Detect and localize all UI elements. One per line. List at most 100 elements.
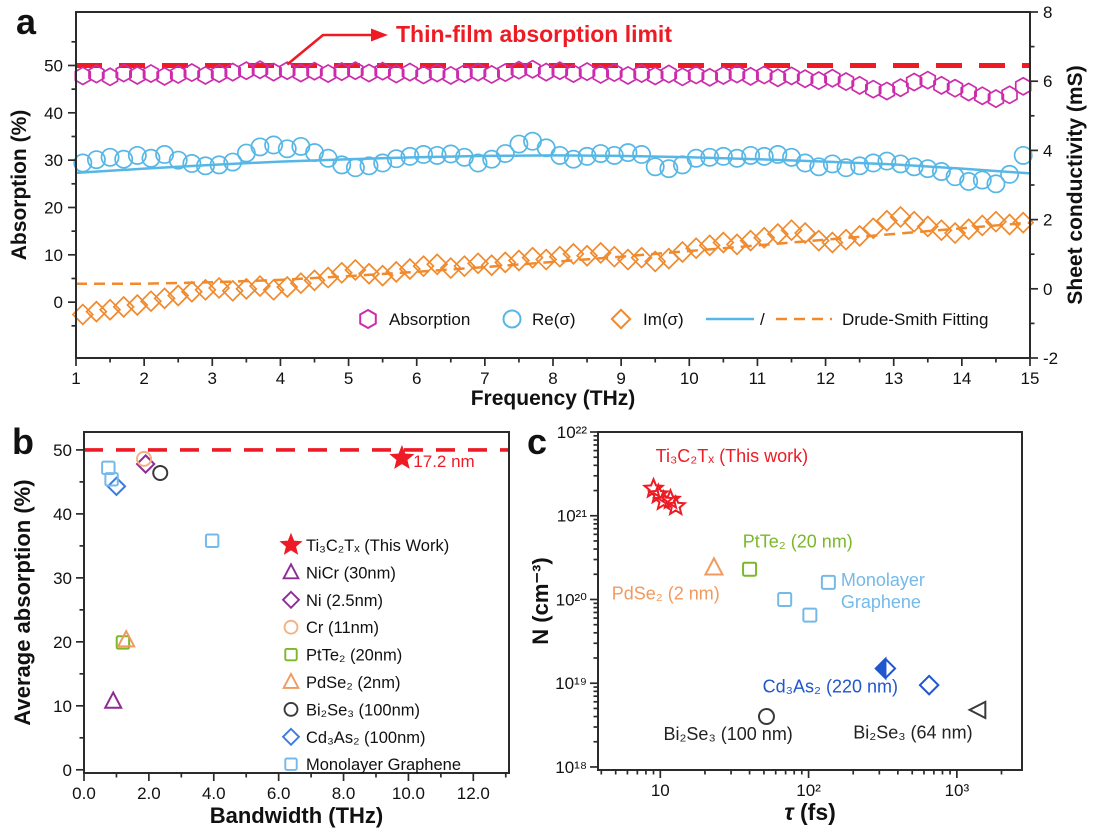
y-left-tick-label: 10: [44, 246, 63, 265]
circle-marker: [727, 148, 747, 168]
circle-marker: [809, 157, 829, 177]
chart-path: [442, 65, 460, 86]
chart-path: [106, 476, 127, 497]
series-Im: [71, 205, 1035, 326]
chart-path: [412, 255, 435, 278]
x-tick-label: 12.0: [457, 784, 490, 803]
chart-path: [1014, 76, 1032, 96]
y-tick-label: 50: [53, 441, 72, 460]
chart-path: [303, 269, 326, 292]
circle-marker: [359, 156, 379, 176]
circle-marker: [563, 149, 583, 169]
x-tick-label: 8: [548, 369, 557, 388]
legend-label-drude-smith: Drude-Smith Fitting: [842, 310, 988, 329]
circle-marker: [155, 145, 175, 164]
star-point-label: 17.2 nm: [413, 452, 474, 471]
y-tick-label: 10²⁰: [556, 590, 588, 609]
limit-arrow-head: [371, 28, 388, 42]
x-tick-label: 10: [680, 369, 699, 388]
y-left-tick-label: 20: [44, 198, 63, 217]
panel-b-frame: [83, 431, 510, 774]
legend-hexagon-icon: [359, 308, 377, 330]
circle-marker: [305, 143, 324, 163]
legend-separator: /: [760, 310, 765, 329]
chart-path: [701, 67, 719, 87]
series-ti-c-t-this-work-: Ti₃C₂Tₓ (This work): [641, 446, 808, 517]
series-extra: [918, 674, 940, 696]
chart-path: [864, 79, 882, 99]
chart-path: [565, 63, 582, 84]
chart-path: [592, 64, 609, 85]
chart-path: [551, 61, 569, 81]
chart-path: [603, 245, 626, 268]
square-marker: [204, 533, 220, 548]
circle-marker: [345, 158, 365, 178]
legend-label: Cd₃As₂ (100nm): [306, 729, 426, 747]
chart-path: [998, 213, 1021, 236]
circle-marker: [454, 147, 474, 167]
chart-path: [483, 64, 500, 85]
legend-square-icon: [284, 647, 298, 662]
chart-path: [984, 210, 1008, 233]
chart-path: [698, 234, 721, 257]
legend-diamond-icon: [610, 308, 632, 330]
panel-c-frame: [597, 431, 1023, 771]
chart-path: [606, 63, 623, 83]
chart-path: [725, 233, 749, 256]
chart-path: [208, 276, 231, 300]
chart-path: [905, 72, 923, 92]
chart-path: [535, 248, 558, 271]
chart-path: [834, 228, 858, 251]
legend-label: Ni (2.5nm): [306, 592, 383, 610]
panel-c-y-axis: 10¹⁸ 10¹⁹ 10²⁰ 10²¹ 10²² N (cm⁻³): [528, 423, 598, 777]
chart-path: [862, 217, 885, 240]
panel-b-letter: b: [12, 421, 34, 462]
y-left-tick-label: 50: [44, 56, 63, 75]
circle-marker: [250, 137, 270, 157]
panel-b-x-axis: 0.0 2.0 4.0 6.0 8.0 10.0 12.0 Bandwidth (THz): [72, 773, 507, 828]
circle-marker: [182, 154, 202, 173]
series-cd-as-220-nm-: Cd₃As₂ (220 nm): [763, 656, 898, 696]
circle-marker: [152, 464, 169, 481]
chart-path: [156, 66, 173, 86]
chart-path: [780, 219, 803, 242]
chart-path: [783, 66, 800, 86]
circle-marker: [945, 167, 965, 187]
chart-path: [333, 62, 351, 82]
chart-path: [426, 253, 449, 276]
series-ptte-20-nm-: PtTe₂ (20 nm): [742, 531, 853, 577]
chart-path: [210, 63, 228, 84]
x-tick-label: 2: [139, 369, 148, 388]
circle-marker: [591, 144, 611, 163]
chart-path: [235, 277, 258, 300]
legend-label-absorption: Absorption: [389, 310, 470, 329]
legend-square-icon: [284, 757, 298, 771]
circle-marker: [196, 156, 215, 176]
x-tick-label: 4: [276, 369, 285, 388]
chart-path: [238, 61, 255, 81]
y-tick-label: 0: [63, 761, 72, 780]
x-axis-title: Frequency (THz): [471, 387, 636, 410]
chart-path: [507, 249, 531, 272]
legend-label-im-sigma: Im(σ): [643, 310, 684, 329]
circle-marker: [73, 153, 93, 173]
circle-marker: [482, 149, 502, 169]
chart-path: [357, 262, 381, 285]
x-tick-label: 2.0: [137, 784, 161, 803]
panel-b-y-axis: 0 10 20 30 40 50 Average absorption (%): [10, 441, 84, 780]
legend-star-icon: [279, 532, 303, 555]
series-cd-as-100nm-: [106, 476, 127, 497]
chart-path: [753, 226, 776, 249]
x-tick-label: 15: [1021, 369, 1040, 388]
circle-marker: [386, 149, 406, 169]
circle-marker: [632, 145, 652, 164]
circle-marker: [891, 154, 910, 174]
circle-marker: [373, 153, 393, 173]
panel-a-right-axis: -2 0 2 4 6 8 Sheet conductivity (mS): [1030, 3, 1087, 368]
legend-label: Monolayer Graphene: [306, 756, 461, 774]
y-axis-title: Average absorption (%): [10, 479, 35, 725]
limit-arrow-line: [286, 33, 371, 66]
